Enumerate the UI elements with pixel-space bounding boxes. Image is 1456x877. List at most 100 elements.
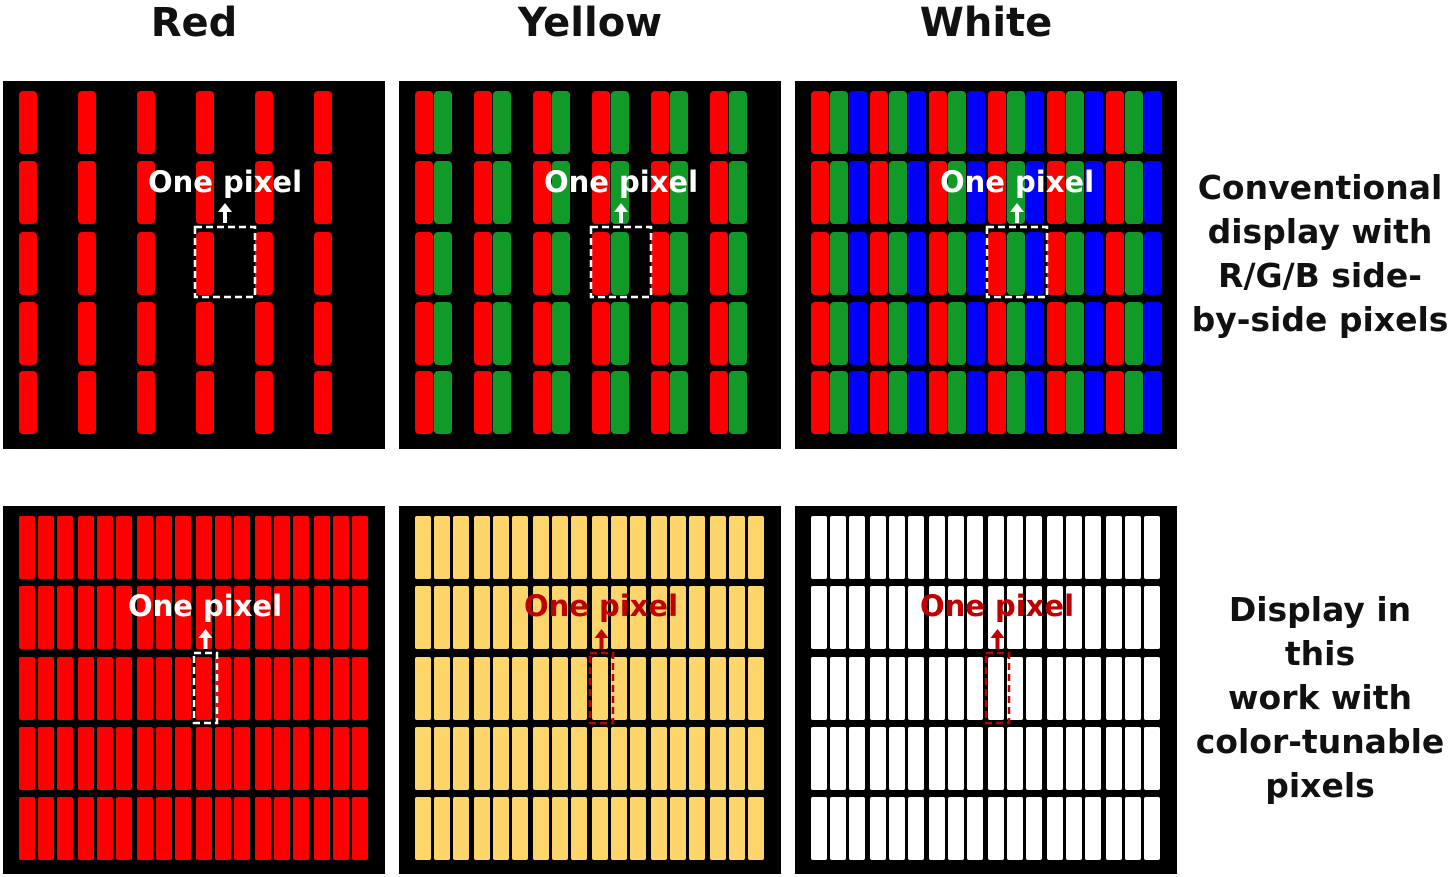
tunable-subpixel — [1026, 586, 1042, 649]
panel-conventional-white: One pixel — [795, 81, 1177, 449]
tunable-subpixel — [592, 516, 608, 579]
tunable-subpixel — [1047, 657, 1063, 720]
tunable-subpixel — [116, 586, 132, 649]
tunable-subpixel — [1026, 727, 1042, 790]
row-label-tunable: Display in this work with color-tunable … — [1188, 588, 1452, 808]
subpixel-red — [415, 302, 433, 365]
pixel-label: One pixel — [524, 589, 678, 623]
subpixel-green — [493, 161, 511, 224]
subpixel-green — [1125, 161, 1143, 224]
tunable-subpixel — [710, 586, 726, 649]
subpixel-red — [988, 371, 1006, 434]
tunable-subpixel — [929, 657, 945, 720]
tunable-subpixel — [1066, 727, 1082, 790]
tunable-subpixel — [689, 516, 705, 579]
subpixel-blue — [908, 371, 926, 434]
subpixel-green — [493, 302, 511, 365]
tunable-subpixel — [533, 586, 549, 649]
subpixel-red — [651, 161, 669, 224]
tunable-subpixel — [849, 657, 865, 720]
subpixel-red — [651, 91, 669, 154]
tunable-subpixel — [38, 586, 54, 649]
tunable-subpixel — [710, 727, 726, 790]
subpixel-green — [1007, 371, 1025, 434]
row-label-line: Conventional — [1197, 168, 1443, 207]
tunable-subpixel — [255, 657, 271, 720]
subpixel-red — [78, 302, 96, 365]
subpixel-red — [19, 232, 37, 295]
subpixel-green — [830, 302, 848, 365]
subpixel-red — [870, 302, 888, 365]
tunable-subpixel — [630, 727, 646, 790]
tunable-subpixel — [748, 586, 764, 649]
tunable-subpixel — [196, 657, 212, 720]
subpixel-red — [592, 371, 610, 434]
tunable-subpixel — [830, 586, 846, 649]
subpixel-green — [1066, 371, 1084, 434]
tunable-subpixel — [1007, 516, 1023, 579]
tunable-subpixel — [19, 797, 35, 860]
subpixel-green — [611, 302, 629, 365]
tunable-subpixel — [870, 727, 886, 790]
tunable-subpixel — [512, 586, 528, 649]
tunable-subpixel — [710, 797, 726, 860]
subpixel-red — [1047, 91, 1065, 154]
tunable-subpixel — [333, 516, 349, 579]
subpixel-blue — [849, 232, 867, 295]
subpixel-red — [19, 302, 37, 365]
tunable-subpixel — [1066, 516, 1082, 579]
tunable-subpixel — [748, 516, 764, 579]
tunable-subpixel — [748, 797, 764, 860]
subpixel-red — [1106, 302, 1124, 365]
tunable-subpixel — [57, 516, 73, 579]
tunable-subpixel — [97, 516, 113, 579]
tunable-subpixel — [415, 727, 431, 790]
tunable-subpixel — [1125, 727, 1141, 790]
subpixel-blue — [1085, 91, 1103, 154]
tunable-subpixel — [137, 657, 153, 720]
tunable-subpixel — [175, 516, 191, 579]
tunable-subpixel — [314, 797, 330, 860]
subpixel-blue — [1026, 371, 1044, 434]
subpixel-green — [729, 91, 747, 154]
subpixel-green — [552, 161, 570, 224]
subpixel-blue — [849, 161, 867, 224]
tunable-subpixel — [78, 797, 94, 860]
tunable-subpixel — [889, 586, 905, 649]
subpixel-blue — [1026, 161, 1044, 224]
subpixel-green — [1066, 232, 1084, 295]
tunable-subpixel — [670, 657, 686, 720]
tunable-subpixel — [493, 586, 509, 649]
tunable-subpixel — [929, 586, 945, 649]
tunable-subpixel — [352, 586, 368, 649]
tunable-subpixel — [116, 516, 132, 579]
tunable-subpixel — [670, 727, 686, 790]
row-label-line: pixels — [1265, 766, 1375, 805]
subpixel-red — [651, 232, 669, 295]
tunable-subpixel — [1085, 586, 1101, 649]
tunable-subpixel — [729, 516, 745, 579]
tunable-subpixel — [870, 797, 886, 860]
subpixel-red — [19, 371, 37, 434]
pixel-label: One pixel — [128, 589, 282, 623]
subpixel-green — [552, 232, 570, 295]
tunable-subpixel — [453, 797, 469, 860]
tunable-subpixel — [670, 516, 686, 579]
subpixel-red — [474, 302, 492, 365]
subpixel-green — [889, 161, 907, 224]
tunable-subpixel — [729, 727, 745, 790]
tunable-subpixel — [1066, 797, 1082, 860]
tunable-subpixel — [156, 727, 172, 790]
tunable-subpixel — [156, 516, 172, 579]
tunable-subpixel — [293, 586, 309, 649]
tunable-subpixel — [651, 797, 667, 860]
tunable-subpixel — [870, 516, 886, 579]
tunable-subpixel — [434, 727, 450, 790]
subpixel-red — [474, 371, 492, 434]
tunable-subpixel — [274, 516, 290, 579]
tunable-subpixel — [729, 657, 745, 720]
column-title-white: White — [919, 0, 1053, 46]
subpixel-green — [889, 371, 907, 434]
subpixel-red — [988, 302, 1006, 365]
tunable-subpixel — [137, 727, 153, 790]
